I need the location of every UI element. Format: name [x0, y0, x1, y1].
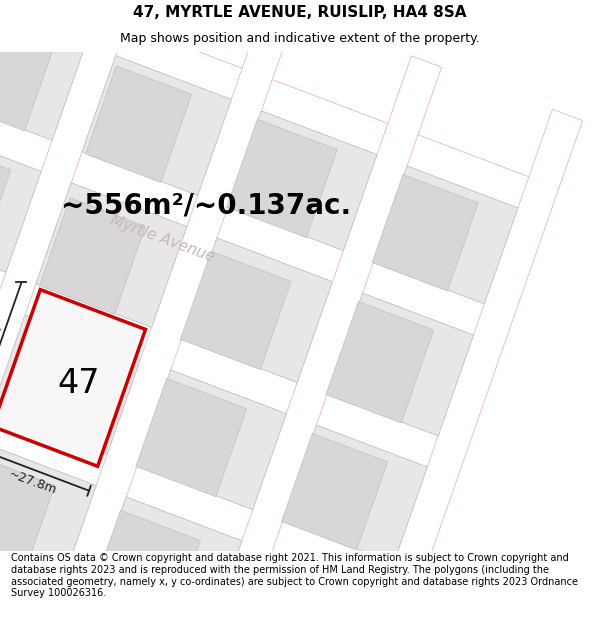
- Polygon shape: [0, 1, 86, 140]
- Polygon shape: [326, 302, 434, 423]
- Polygon shape: [0, 0, 509, 344]
- Polygon shape: [89, 497, 242, 625]
- Text: 47: 47: [58, 367, 100, 399]
- Polygon shape: [0, 457, 55, 578]
- Polygon shape: [82, 56, 231, 196]
- Text: Map shows position and indicative extent of the property.: Map shows position and indicative extent…: [120, 32, 480, 46]
- Polygon shape: [40, 198, 145, 314]
- Polygon shape: [0, 138, 11, 262]
- Polygon shape: [36, 183, 187, 328]
- Polygon shape: [0, 289, 146, 466]
- Polygon shape: [70, 56, 442, 625]
- Text: ~27.8m: ~27.8m: [7, 468, 58, 498]
- Polygon shape: [235, 552, 383, 625]
- Polygon shape: [0, 0, 150, 625]
- Polygon shape: [373, 166, 518, 304]
- Polygon shape: [211, 109, 583, 625]
- Polygon shape: [88, 511, 200, 625]
- Polygon shape: [182, 238, 332, 382]
- Polygon shape: [372, 174, 478, 291]
- Polygon shape: [0, 216, 418, 604]
- Polygon shape: [0, 442, 96, 591]
- Polygon shape: [0, 0, 5, 625]
- Polygon shape: [181, 251, 291, 369]
- Polygon shape: [137, 370, 286, 509]
- Polygon shape: [233, 566, 341, 625]
- Polygon shape: [0, 353, 370, 625]
- Polygon shape: [228, 111, 377, 251]
- Polygon shape: [0, 127, 41, 272]
- Polygon shape: [328, 293, 473, 436]
- Text: Contains OS data © Crown copyright and database right 2021. This information is : Contains OS data © Crown copyright and d…: [11, 554, 578, 598]
- Text: ~35.3m: ~35.3m: [0, 322, 5, 374]
- Text: ~556m²/~0.137ac.: ~556m²/~0.137ac.: [61, 191, 351, 219]
- Polygon shape: [0, 438, 13, 562]
- Polygon shape: [0, 1, 296, 625]
- Polygon shape: [0, 0, 553, 217]
- Polygon shape: [86, 66, 191, 182]
- Polygon shape: [0, 89, 463, 476]
- Text: 47, MYRTLE AVENUE, RUISLIP, HA4 8SA: 47, MYRTLE AVENUE, RUISLIP, HA4 8SA: [133, 6, 467, 21]
- Text: Myrtle Avenue: Myrtle Avenue: [108, 213, 217, 264]
- Polygon shape: [0, 11, 55, 131]
- Polygon shape: [136, 378, 247, 497]
- Polygon shape: [283, 425, 427, 563]
- Polygon shape: [0, 315, 140, 454]
- Polygon shape: [227, 119, 337, 238]
- Polygon shape: [281, 434, 388, 550]
